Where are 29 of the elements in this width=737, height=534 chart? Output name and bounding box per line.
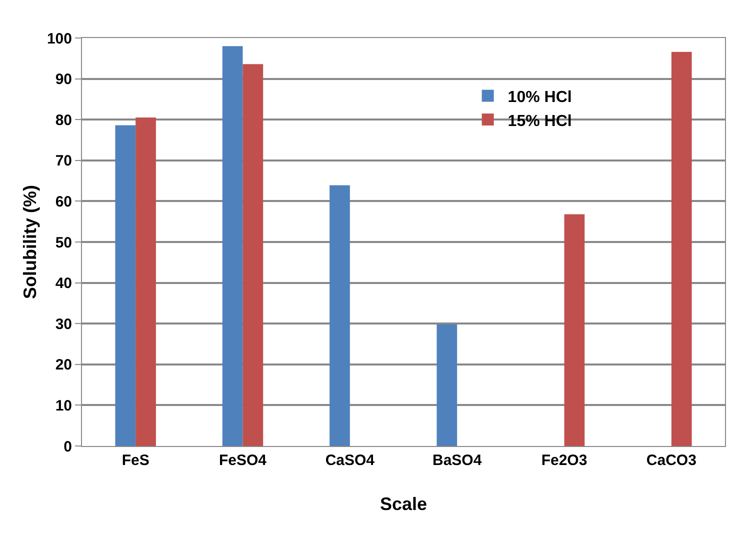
y-tick-label: 80 [55,112,72,129]
legend-label: 10% HCl [508,88,572,106]
bar [330,185,350,446]
y-tick-label: 40 [55,275,72,292]
y-tick-label: 20 [55,356,72,374]
x-tick-label: FeS [122,452,150,469]
y-tick-label: 60 [55,193,72,210]
y-tick-label: 50 [55,234,72,252]
bar [564,214,585,446]
x-axis-title: Scale [380,494,428,514]
y-tick-label: 30 [55,316,72,333]
legend-label: 15% HCl [508,112,572,130]
y-tick-label: 0 [64,438,72,456]
x-tick-label: CaSO4 [325,452,376,469]
bar [242,64,264,446]
x-tick-label: FeSO4 [218,452,268,469]
bar [436,324,458,446]
y-tick-label: 90 [55,71,72,88]
y-axis-title: Solubility (%) [20,185,40,299]
bar [222,46,243,446]
x-tick-label: BaSO4 [432,452,482,469]
bar [671,52,692,446]
y-tick-label: 70 [55,152,72,170]
x-tick-label: Fe2O3 [541,452,588,469]
y-tick-label: 10 [55,397,72,414]
bar [136,118,156,446]
y-tick-label: 100 [46,30,72,48]
bar [115,125,136,446]
x-tick-label: CaCO3 [646,452,696,469]
